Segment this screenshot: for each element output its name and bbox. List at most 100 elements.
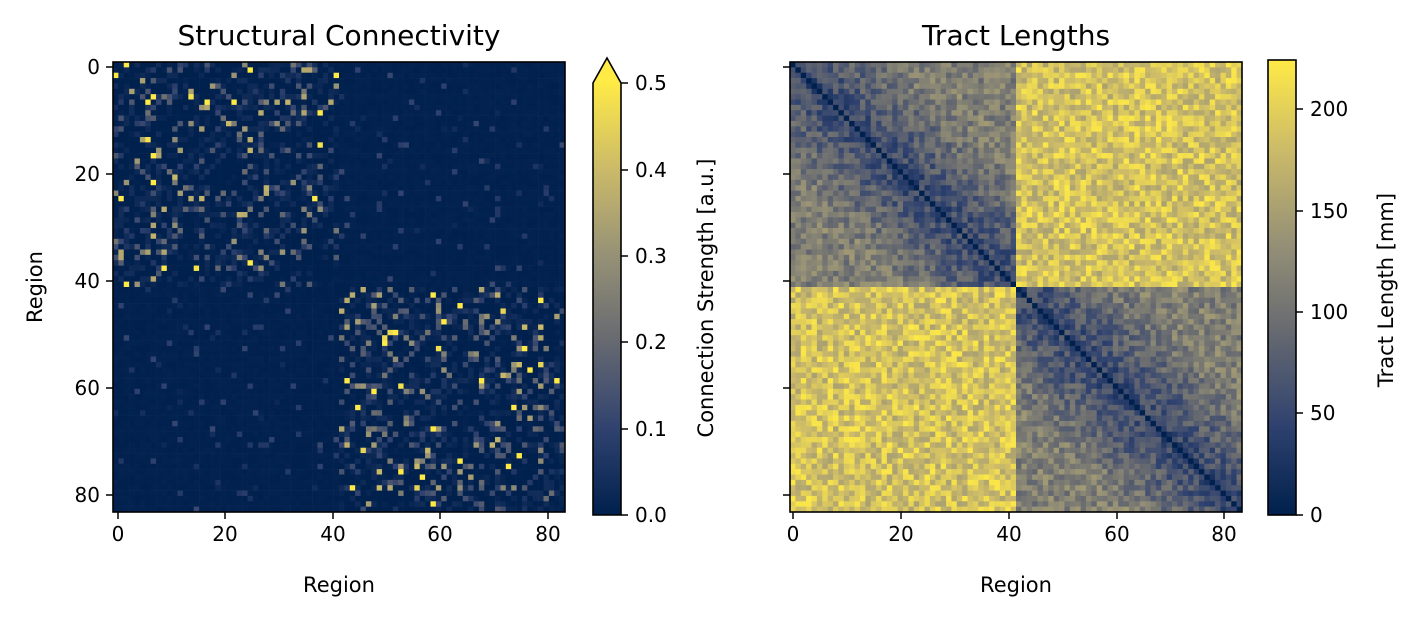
sc-cell xyxy=(220,276,227,282)
sc-cell xyxy=(274,179,281,186)
sc-cell xyxy=(435,222,442,229)
sc-cell xyxy=(452,153,458,159)
sc-cell xyxy=(538,94,544,100)
sc-cell xyxy=(559,137,566,143)
sc-cell xyxy=(193,319,200,325)
sc-cell xyxy=(301,367,308,374)
sc-cell xyxy=(312,62,318,68)
sc-cell xyxy=(209,228,216,234)
sc-cell xyxy=(360,222,367,229)
sc-cell xyxy=(521,212,528,218)
sc-cell xyxy=(349,287,356,293)
sc-cell xyxy=(134,324,141,331)
sc-cell xyxy=(199,195,205,202)
sc-cell xyxy=(414,324,421,331)
sc-cell xyxy=(554,238,560,245)
sc-cell xyxy=(355,185,361,191)
sc-cell xyxy=(365,303,372,309)
sc-cell xyxy=(527,163,534,170)
sc-cell xyxy=(500,153,507,159)
sc-cell xyxy=(516,62,523,68)
sc-cell xyxy=(360,67,367,74)
sc-cell xyxy=(538,110,544,116)
sc-cell xyxy=(263,185,270,191)
sc-cell xyxy=(500,329,507,336)
sc-cell xyxy=(500,345,507,352)
sc-cell xyxy=(204,212,211,218)
sc-cell xyxy=(113,94,119,100)
sc-cell xyxy=(199,115,205,122)
sc-cell xyxy=(349,147,356,154)
sc-cell xyxy=(242,292,248,299)
sc-cell xyxy=(129,126,135,132)
sc-cell xyxy=(333,276,340,282)
sc-cell xyxy=(403,190,410,197)
sc-cell xyxy=(435,115,442,122)
sc-cell xyxy=(446,260,453,266)
sc-cell xyxy=(113,206,119,213)
sc-cell xyxy=(172,158,178,165)
sc-cell xyxy=(355,335,361,341)
sc-cell xyxy=(505,324,512,331)
sc-cell xyxy=(328,195,334,202)
sc-cell xyxy=(150,158,157,165)
sc-cell xyxy=(182,276,189,282)
sc-cell xyxy=(548,206,555,213)
sc-cell xyxy=(505,62,512,68)
sc-title: Structural Connectivity xyxy=(178,19,501,52)
sc-cell xyxy=(392,351,399,357)
sc-cell xyxy=(414,212,421,218)
sc-cell xyxy=(360,303,367,309)
sc-cell xyxy=(220,190,227,197)
sc-cell xyxy=(419,313,426,320)
sc-cell xyxy=(226,72,232,79)
sc-cell xyxy=(500,190,507,197)
sc-cell xyxy=(543,94,550,100)
sc-cell xyxy=(430,308,437,315)
sc-cell xyxy=(269,372,275,379)
sc-cell xyxy=(263,110,270,116)
sc-cell xyxy=(430,179,437,186)
sc-cell xyxy=(516,260,523,266)
sc-cell xyxy=(543,362,550,368)
sc-cell xyxy=(220,329,227,336)
sc-cell xyxy=(252,238,259,245)
sc-cell xyxy=(247,233,254,240)
sc-cell xyxy=(349,276,356,282)
sc-cell xyxy=(462,324,469,331)
sc-cell xyxy=(468,233,474,240)
sc-cell xyxy=(527,201,534,207)
sc-cell xyxy=(199,99,205,106)
sc-cell xyxy=(193,195,200,202)
sc-cell xyxy=(473,276,480,282)
sc-cell xyxy=(489,292,496,299)
sc-cell xyxy=(398,356,404,363)
sc-cell xyxy=(193,142,200,149)
sc-cell xyxy=(312,313,318,320)
sc-cell xyxy=(285,313,291,320)
sc-cell xyxy=(430,83,437,90)
sc-cell xyxy=(322,351,329,357)
sc-cell xyxy=(398,179,404,186)
sc-cell xyxy=(161,276,168,282)
sc-cell xyxy=(209,254,216,261)
sc-cell xyxy=(344,158,351,165)
sc-cell xyxy=(295,78,302,84)
sc-cell xyxy=(247,179,254,186)
sc-cell xyxy=(500,367,507,374)
sc-cell xyxy=(209,249,216,256)
sc-cell xyxy=(414,94,421,100)
sc-cell xyxy=(129,238,135,245)
sc-cell xyxy=(312,104,318,111)
sc-cell xyxy=(403,131,410,138)
sc-cell xyxy=(376,206,383,213)
sc-cell xyxy=(226,201,232,207)
sc-cell xyxy=(150,94,157,100)
sc-cell xyxy=(295,212,302,218)
sc-cell xyxy=(123,313,130,320)
sc-cell xyxy=(532,217,539,224)
sc-cell xyxy=(398,94,404,100)
sc-cell xyxy=(344,212,351,218)
sc-cell xyxy=(446,217,453,224)
sc-cell xyxy=(322,99,329,106)
